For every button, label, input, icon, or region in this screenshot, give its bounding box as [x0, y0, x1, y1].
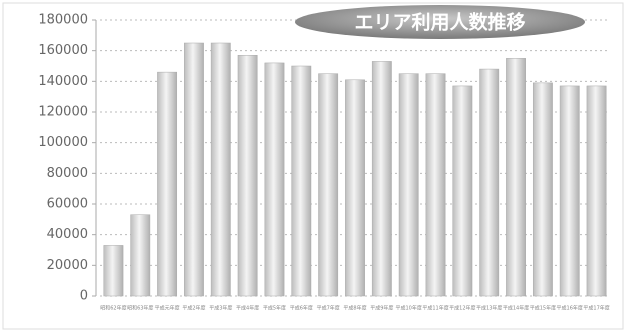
bar: [479, 68, 500, 297]
title-badge: [295, 5, 585, 39]
y-tick-label: 100000: [38, 135, 88, 150]
x-tick-label: 平成4年度: [236, 305, 259, 312]
bar: [506, 58, 526, 297]
x-tick-label: 平成2年度: [182, 305, 205, 312]
y-tick-label: 20000: [47, 258, 88, 273]
x-tick-label: 平成12年度: [449, 305, 475, 312]
bar: [184, 42, 204, 297]
bar: [586, 85, 607, 297]
frame: [2, 2, 624, 330]
y-tick-label: 60000: [47, 197, 88, 212]
x-tick-label: 平成15年度: [530, 305, 556, 312]
bar: [371, 61, 392, 297]
x-tick-label: 昭和62年度: [100, 305, 126, 312]
x-tick-label: 平成7年度: [317, 305, 340, 312]
x-tick-label: 平成13年度: [476, 305, 502, 312]
bar: [157, 71, 178, 297]
x-tick-label: 平成17年度: [583, 305, 609, 312]
x-tick-label: 昭和63年度: [127, 305, 153, 312]
x-tick-label: 平成3年度: [209, 305, 232, 312]
bar: [103, 245, 124, 297]
bar: [264, 62, 285, 297]
x-tick-label: 平成16年度: [557, 305, 583, 312]
y-tick-label: 120000: [38, 105, 88, 120]
y-tick-label: 80000: [47, 166, 88, 181]
chart-title: エリア利用人数推移: [354, 11, 525, 34]
x-tick-label: 平成6年度: [290, 305, 313, 312]
y-tick-label: 140000: [38, 74, 88, 89]
x-tick-label: 平成元年度: [155, 305, 180, 312]
x-tick-label: 平成5年度: [263, 305, 286, 312]
x-tick-label: 平成11年度: [422, 305, 448, 312]
y-tick-label: 180000: [38, 13, 88, 28]
bar: [532, 82, 553, 297]
bar: [130, 214, 151, 297]
x-tick-label: 平成10年度: [395, 305, 421, 312]
bar: [345, 79, 365, 297]
y-tick-label: 160000: [38, 43, 88, 58]
bar: [559, 85, 580, 297]
bar: [318, 73, 339, 297]
y-tick-label: 0: [80, 289, 88, 304]
bar: [291, 65, 312, 297]
x-tick-label: 平成9年度: [370, 305, 393, 312]
y-tick-label: 40000: [47, 227, 88, 242]
x-tick-label: 平成14年度: [503, 305, 529, 312]
bar: [452, 85, 473, 297]
plot: 0 20000 40000 60000 80000 100000 120000 140000 1…: [38, 13, 610, 312]
bar: [237, 55, 258, 297]
x-tick-label: 平成8年度: [343, 305, 366, 312]
bar: [425, 73, 446, 297]
bar: [210, 42, 231, 297]
bar: [398, 73, 419, 297]
